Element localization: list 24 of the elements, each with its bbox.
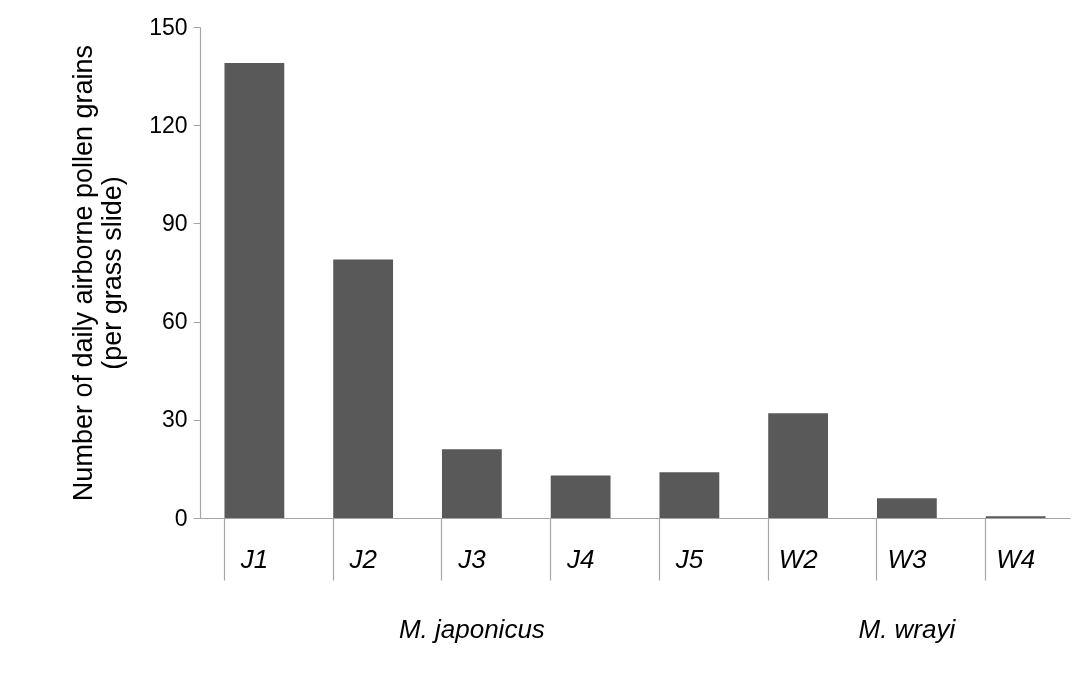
x-tick-label: W4 xyxy=(996,543,1036,574)
x-tick-label: W3 xyxy=(887,543,927,574)
bar xyxy=(441,449,502,518)
bar xyxy=(659,472,720,518)
x-tick-label: J3 xyxy=(457,543,487,574)
x-tick-label: J1 xyxy=(239,543,269,574)
x-tick-label: J5 xyxy=(674,543,704,574)
bar xyxy=(876,498,937,518)
y-tick-label: 90 xyxy=(161,209,188,236)
y-tick-label: 150 xyxy=(149,13,188,40)
y-axis-title: Number of daily airborne pollen grains (per grass slide) xyxy=(68,44,128,502)
bar xyxy=(224,63,285,518)
x-tick-label: J4 xyxy=(565,543,595,574)
text: M. japonicus xyxy=(398,614,545,644)
text: M. wrayi xyxy=(858,614,957,644)
y-tick-label: 30 xyxy=(161,406,188,433)
x-tick-label: W2 xyxy=(778,543,819,574)
bar xyxy=(768,413,829,518)
y-tick-label: 0 xyxy=(174,504,188,531)
x-tick-label: J2 xyxy=(348,543,378,574)
y-tick-label: 120 xyxy=(149,111,188,138)
bar xyxy=(333,259,394,518)
y-tick-label: 60 xyxy=(161,308,188,335)
bar xyxy=(550,475,611,518)
